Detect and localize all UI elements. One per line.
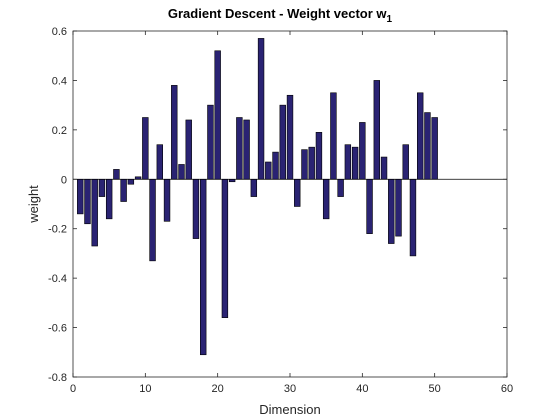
x-tick-label-30: 30 xyxy=(284,383,296,395)
bar-dimension-19 xyxy=(207,104,214,180)
bar-dimension-34 xyxy=(315,132,323,180)
bar-dimension-29 xyxy=(279,104,286,180)
bar-dimension-7 xyxy=(120,178,127,202)
bar-dimension-10 xyxy=(142,117,149,180)
bar-dimension-12 xyxy=(156,144,164,180)
y-axis-label: weight xyxy=(26,185,41,224)
bar-dimension-4 xyxy=(98,178,106,197)
bar-dimension-16 xyxy=(185,119,192,180)
bar-dimension-18 xyxy=(200,178,207,356)
bar-dimension-39 xyxy=(351,146,359,180)
bar-dimension-43 xyxy=(380,156,388,180)
x-tick-label-20: 20 xyxy=(212,383,224,395)
bar-dimension-46 xyxy=(402,144,409,180)
y-tick-label-0.6: 0.6 xyxy=(52,26,67,38)
bar-dimension-17 xyxy=(192,178,200,239)
bar-dimension-33 xyxy=(308,146,315,180)
x-axis-ticks: 0 10 20 30 40 50 60 xyxy=(70,31,513,395)
y-tick-label-0: 0 xyxy=(61,174,67,186)
x-tick-label-0: 0 xyxy=(70,383,76,395)
bar-dimension-21 xyxy=(221,178,229,318)
bar-dimension-11 xyxy=(149,178,156,262)
x-tick-label-60: 60 xyxy=(501,383,513,395)
y-tick-label-0.2: 0.2 xyxy=(52,125,67,137)
plot-area-frame xyxy=(72,30,508,378)
y-axis-ticks: -0.8 -0.6 -0.4 -0.2 0 0.2 0.4 0.6 xyxy=(48,26,507,384)
bar-dimension-49 xyxy=(424,112,431,180)
y-tick-label--0.6: -0.6 xyxy=(48,323,67,335)
y-tick-label--0.2: -0.2 xyxy=(48,224,67,236)
bar-dimension-26 xyxy=(257,38,265,180)
x-tick-label-50: 50 xyxy=(429,383,441,395)
bar-dimension-36 xyxy=(330,92,337,180)
bar-dimension-28 xyxy=(272,151,279,180)
bar-dimension-47 xyxy=(409,178,417,257)
x-tick-label-40: 40 xyxy=(356,383,368,395)
bar-dimension-37 xyxy=(337,178,344,197)
bar-dimension-44 xyxy=(388,178,395,244)
bar-dimension-15 xyxy=(178,164,185,180)
bar-dimension-45 xyxy=(395,178,402,237)
bar-dimension-6 xyxy=(113,169,120,180)
bar-dimension-27 xyxy=(265,161,272,180)
y-tick-label--0.8: -0.8 xyxy=(48,372,67,384)
axes xyxy=(72,30,508,378)
bar-dimension-50 xyxy=(431,117,438,180)
bar-dimension-42 xyxy=(373,80,381,180)
y-tick-label-0.4: 0.4 xyxy=(52,75,67,87)
bar-dimension-1 xyxy=(77,178,84,215)
chart-title-text: Gradient Descent - Weight vector w xyxy=(168,6,388,21)
x-axis-label: Dimension xyxy=(259,402,320,417)
y-tick-label--0.4: -0.4 xyxy=(48,273,67,285)
bar-dimension-2 xyxy=(84,178,91,225)
bar-dimension-8 xyxy=(127,178,135,185)
bar-dimension-31 xyxy=(294,178,301,207)
chart-title: Gradient Descent - Weight vector w1 xyxy=(168,6,393,25)
bar-dimension-3 xyxy=(91,178,98,247)
bar-dimension-30 xyxy=(286,94,294,180)
bar-dimension-14 xyxy=(171,85,178,180)
bar-dimension-13 xyxy=(163,178,171,222)
bar-dimension-41 xyxy=(366,178,373,234)
x-tick-label-10: 10 xyxy=(139,383,151,395)
bar-dimension-32 xyxy=(301,149,308,180)
bar-dimension-23 xyxy=(236,117,243,180)
bar-dimension-40 xyxy=(359,122,366,180)
bar-dimension-5 xyxy=(105,178,113,220)
bar-dimension-48 xyxy=(417,92,424,180)
bar-dimension-20 xyxy=(214,50,221,180)
bar-dimension-35 xyxy=(322,178,330,220)
bar-dimension-25 xyxy=(250,178,258,197)
bar-dimension-24 xyxy=(243,119,250,180)
chart-title-subscript: 1 xyxy=(387,14,393,25)
bar-dimension-38 xyxy=(344,144,352,180)
